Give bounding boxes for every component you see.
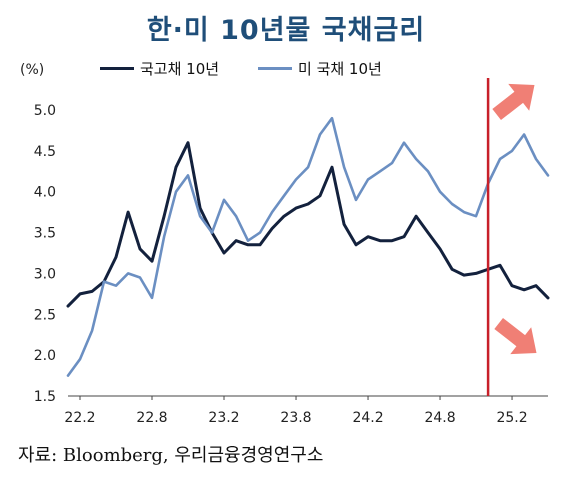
- y-tick-label: 4.0: [34, 185, 56, 201]
- arrow-up-icon-shape: [492, 83, 535, 121]
- series-line-korea: [66, 141, 550, 308]
- y-tick-label: 3.0: [34, 266, 56, 282]
- x-tick-label: 23.2: [208, 410, 239, 426]
- chart-title: 한·미 10년물 국채금리: [146, 15, 426, 46]
- arrow-down-icon: [494, 317, 537, 355]
- x-tick-label: 24.8: [424, 410, 455, 426]
- line-chart: 5.0 4.5 4.0 3.5 3.0 2.5 2.0 1.5 22.2 22.8 23.2 23.8…: [34, 78, 550, 426]
- y-tick-label: 3.5: [34, 226, 56, 242]
- y-tick-label: 5.0: [34, 103, 56, 119]
- arrow-up-icon: [492, 83, 535, 121]
- legend-label-us: 미 국채 10년: [298, 60, 382, 78]
- y-tick-label: 4.5: [34, 144, 56, 160]
- x-tick-label: 24.2: [352, 410, 383, 426]
- x-tick-label: 22.2: [64, 410, 95, 426]
- x-tick-label: 22.8: [136, 410, 167, 426]
- y-axis-unit-label: (%): [20, 62, 45, 78]
- legend-swatch-us: [258, 67, 292, 70]
- y-tick-label: 2.0: [34, 348, 56, 364]
- arrow-down-icon-shape: [494, 317, 537, 355]
- y-tick-label: 2.5: [34, 307, 56, 323]
- legend-swatch-korea: [100, 67, 134, 70]
- legend-item-korea: 국고채 10년: [100, 58, 219, 79]
- y-tick-label: 1.5: [34, 389, 56, 405]
- x-tick-label: 25.2: [496, 410, 527, 426]
- series-line-us: [66, 116, 550, 377]
- source-note: 자료: Bloomberg, 우리금융경영연구소: [18, 445, 324, 466]
- x-tick-label: 23.8: [280, 410, 311, 426]
- legend-label-korea: 국고채 10년: [140, 60, 220, 78]
- legend-item-us: 미 국채 10년: [258, 58, 382, 79]
